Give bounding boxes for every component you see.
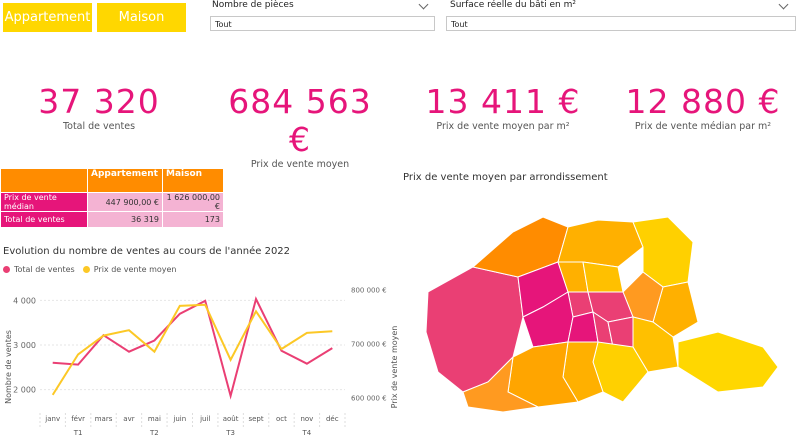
kpi-label: Prix de vente moyen [250, 159, 350, 170]
kpi-prix-median-m2: 12 880 € Prix de vente médian par m² [618, 82, 788, 133]
y-tick-left-label: 2 000 [13, 386, 36, 395]
matrix-cell: 173 [162, 211, 224, 228]
x-tick-label: janv [44, 415, 60, 423]
matrix-cell: 36 319 [87, 211, 163, 228]
slicer-surface-label: Surface réelle du bâti en m² [450, 0, 576, 10]
x-tick-label: déc [326, 415, 339, 423]
y-tick-right-label: 600 000 € [351, 395, 387, 403]
x-quarter-label: T3 [225, 429, 235, 437]
matrix-header-appartement: Appartement [87, 168, 163, 193]
x-tick-label: mai [148, 415, 161, 423]
x-quarter-label: T2 [149, 429, 159, 437]
kpi-total-ventes: 37 320 Total de ventes [14, 82, 184, 133]
line-chart: Nombre de ventes Prix de vente moyen 2 0… [4, 287, 399, 437]
kpi-value: 37 320 [38, 82, 160, 121]
x-tick-label: mars [95, 415, 113, 423]
slicer-pieces-dropdown[interactable]: Tout [210, 16, 435, 31]
x-tick-label: sept [248, 415, 263, 423]
x-tick-label: août [223, 415, 239, 423]
arr-12-bois [677, 331, 779, 393]
slicer-surface-dropdown[interactable]: Tout [446, 16, 796, 31]
chevron-down-icon[interactable] [778, 0, 789, 10]
kpi-label: Prix de vente médian par m² [634, 121, 772, 132]
line-chart-title: Evolution du nombre de ventes au cours d… [3, 246, 291, 257]
x-tick-label: juil [199, 415, 210, 423]
matrix-row-label: Prix de vente médian [0, 192, 88, 212]
y-tick-right-label: 700 000 € [351, 341, 387, 349]
series-line-total-ventes [52, 296, 333, 400]
legend-item-total: Total de ventes [14, 265, 75, 274]
matrix-table: Appartement Maison Prix de vente médian … [0, 168, 224, 228]
arr-4 [607, 316, 634, 348]
legend-dot-yellow [82, 266, 90, 273]
kpi-label: Prix de vente moyen par m² [436, 121, 570, 132]
slicer-pieces-label: Nombre de pièces [212, 0, 294, 10]
x-quarter-label: T1 [73, 429, 83, 437]
kpi-value: 684 563 € [228, 82, 372, 159]
map-title: Prix de vente moyen par arrondissement [403, 172, 608, 183]
y-tick-right-label: 800 000 € [351, 287, 387, 295]
arr-10 [582, 261, 624, 293]
arr-18 [557, 219, 644, 268]
x-tick-label: nov [300, 415, 313, 423]
y-axis-left-label: Nombre de ventes [4, 330, 13, 404]
x-quarter-label: T4 [302, 429, 312, 437]
y-tick-left-label: 3 000 [13, 341, 36, 350]
kpi-prix-moyen-m2: 13 411 € Prix de vente moyen par m² [418, 82, 588, 133]
series-line-prix-moyen [51, 303, 333, 396]
y-axis-right-label: Prix de vente moyen [390, 326, 399, 409]
legend-dot-pink [3, 266, 10, 273]
kpi-label: Total de ventes [62, 121, 136, 132]
x-tick-label: avr [123, 415, 134, 423]
matrix-corner [0, 168, 88, 193]
paris-map [425, 216, 779, 413]
x-tick-label: févr [71, 415, 85, 423]
chevron-down-icon[interactable] [418, 0, 429, 10]
kpi-value: 12 880 € [625, 82, 781, 121]
chart-legend: Total de ventes Prix de vente moyen [3, 265, 177, 274]
maison-button[interactable]: Maison [97, 3, 186, 32]
x-tick-label: oct [276, 415, 287, 423]
kpi-value: 13 411 € [425, 82, 581, 121]
matrix-cell: 447 900,00 € [87, 192, 163, 212]
matrix-cell: 1 626 000,00 € [162, 192, 224, 212]
legend-item-prix: Prix de vente moyen [93, 265, 177, 274]
matrix-row-label: Total de ventes [0, 211, 88, 228]
matrix-header-maison: Maison [162, 168, 224, 193]
appartement-button[interactable]: Appartement [3, 3, 92, 32]
y-tick-left-label: 4 000 [13, 296, 36, 305]
x-tick-label: juin [172, 415, 186, 423]
arr-16-sud [462, 355, 540, 413]
kpi-prix-moyen: 684 563 € Prix de vente moyen [215, 82, 385, 171]
